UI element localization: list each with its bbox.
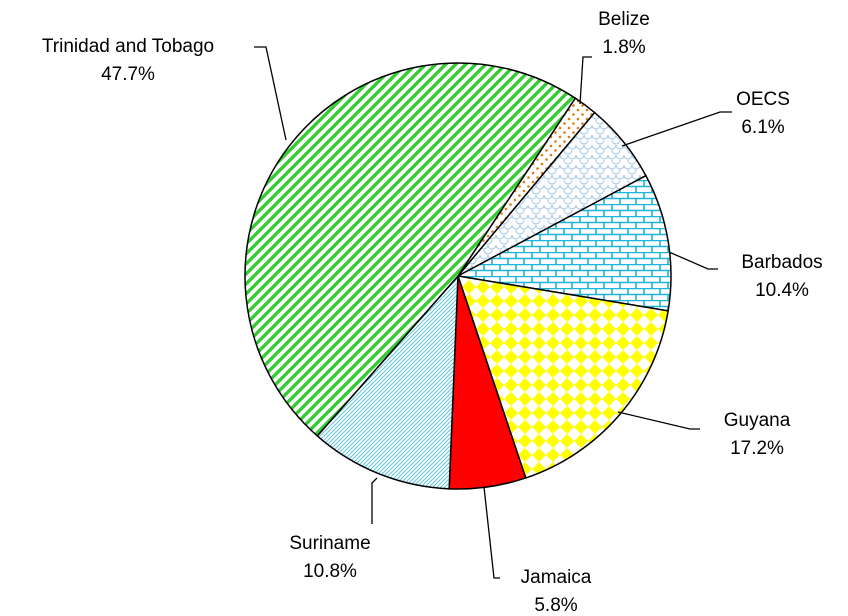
slice-label: Jamaica: [521, 567, 592, 588]
pie-slice: [455, 174, 672, 312]
pie-slice: [316, 273, 459, 490]
slice-value-label: 47.7%: [101, 64, 155, 85]
leader-line: [371, 477, 378, 524]
slice-label: Barbados: [741, 252, 822, 273]
leader-line: [668, 251, 718, 270]
slice-label: Belize: [598, 9, 650, 30]
slice-value-label: 10.8%: [303, 561, 357, 582]
leader-line: [621, 111, 732, 147]
slice-value-label: 5.8%: [534, 595, 577, 616]
slice-label: Suriname: [289, 533, 370, 554]
leader-line: [254, 46, 287, 141]
pie-slice: [456, 275, 669, 479]
slice-label: Guyana: [724, 410, 791, 431]
leader-line: [579, 56, 592, 105]
pie-slice: [244, 62, 577, 437]
leader-line: [617, 411, 700, 430]
slice-label: OECS: [736, 89, 790, 110]
slice-value-label: 1.8%: [602, 37, 645, 58]
slice-value-label: 10.4%: [755, 280, 809, 301]
slice-value-label: 17.2%: [730, 438, 784, 459]
slice-value-label: 6.1%: [741, 117, 784, 138]
slice-label: Trinidad and Tobago: [42, 36, 214, 57]
leader-line: [483, 486, 500, 579]
